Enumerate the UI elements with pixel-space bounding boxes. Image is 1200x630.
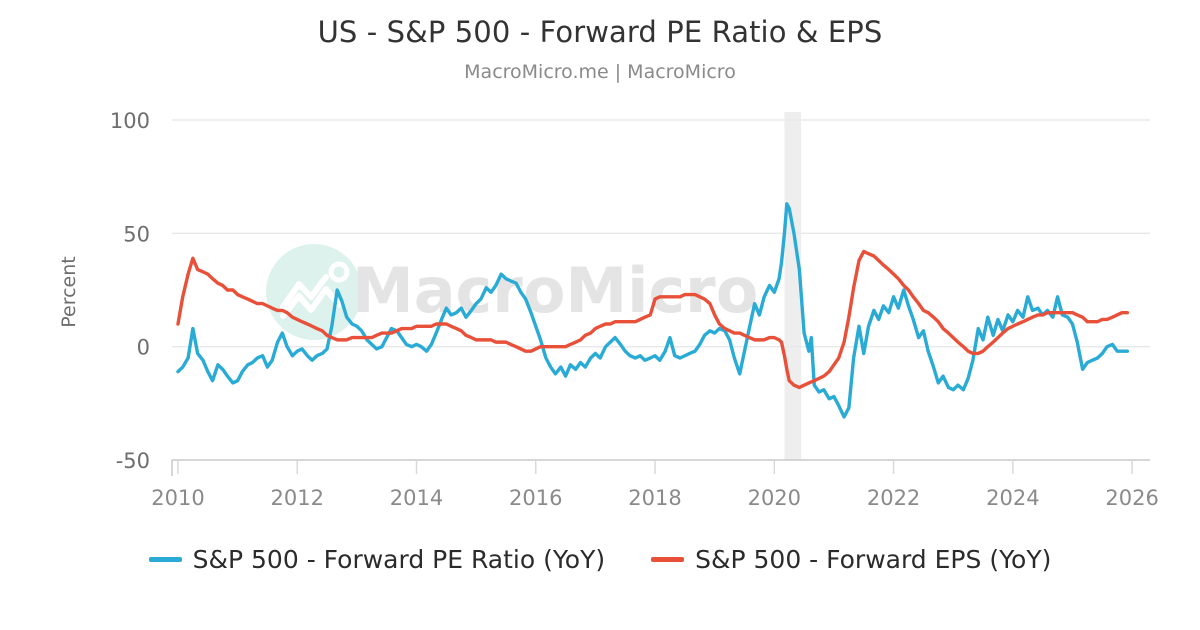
x-tick-label: 2018: [628, 486, 681, 510]
watermark-dot-icon: [328, 261, 350, 283]
axes: [171, 459, 1150, 476]
x-tick-label: 2022: [867, 486, 920, 510]
y-tick-label: -50: [116, 449, 150, 473]
x-tick-label: 2014: [390, 486, 443, 510]
series-line: [176, 202, 1130, 419]
x-tick-label: 2016: [509, 486, 562, 510]
legend-item-label: S&P 500 - Forward EPS (YoY): [695, 545, 1052, 574]
y-tick-label: 100: [110, 109, 150, 133]
page-title: US - S&P 500 - Forward PE Ratio & EPS: [317, 15, 883, 49]
legend-color-swatch: [148, 557, 182, 562]
x-tick-label: 2020: [748, 486, 801, 510]
y-tick-label: 50: [123, 222, 150, 246]
legend-item[interactable]: S&P 500 - Forward EPS (YoY): [651, 545, 1051, 574]
x-tick-label: 2026: [1105, 486, 1158, 510]
recession-bands: [784, 112, 802, 460]
y-axis-label: Percent: [58, 256, 80, 328]
y-tick-label: 0: [137, 336, 150, 360]
series-line: [176, 249, 1130, 390]
x-tick-label: 2010: [151, 486, 204, 510]
y-axis-ticks: -50 0 50 100: [110, 109, 150, 473]
chart-legend: S&P 500 - Forward PE Ratio (YoY) S&P 500 …: [0, 545, 1200, 574]
chart-subtitle: MacroMicro.me | MacroMicro: [464, 61, 736, 83]
data-series-layer: [176, 202, 1130, 419]
x-tick-label: 2024: [986, 486, 1039, 510]
legend-item-label: S&P 500 - Forward PE Ratio (YoY): [192, 545, 606, 574]
watermark-zigzag-lower-icon: [280, 286, 342, 319]
legend-item[interactable]: S&P 500 - Forward PE Ratio (YoY): [148, 545, 606, 574]
x-axis-ticks: 2010 2012 2014 2016 2018 2020 2022 2024 2026: [151, 460, 1159, 510]
x-tick-label: 2012: [271, 486, 324, 510]
watermark-zigzag-upper-icon: [280, 274, 329, 310]
recession-band: [784, 112, 802, 460]
legend-color-swatch: [651, 557, 685, 562]
watermark-label: MacroMicro: [352, 254, 758, 327]
